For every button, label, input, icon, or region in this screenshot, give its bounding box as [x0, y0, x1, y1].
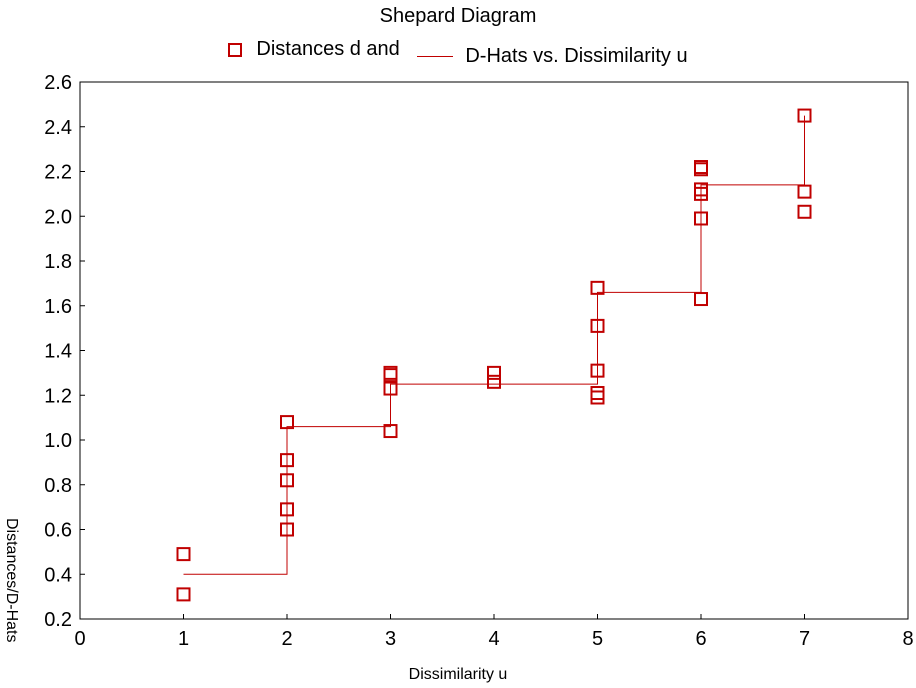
y-tick-label: 1.0 [44, 430, 72, 452]
distance-point [383, 381, 398, 396]
x-tick-label: 6 [695, 628, 706, 650]
y-tick-label: 1.2 [44, 385, 72, 407]
x-tick-label: 3 [385, 628, 396, 650]
y-tick-label: 2.6 [44, 72, 72, 94]
distance-point [694, 211, 708, 226]
x-tick-label: 5 [592, 628, 603, 650]
distance-point [487, 374, 501, 389]
dhats-step-line [183, 115, 805, 575]
legend-label-distances: Distances d and [256, 38, 400, 60]
x-tick-label: 2 [281, 628, 292, 650]
x-tick-label: 4 [488, 628, 499, 650]
legend-line-marker-icon [417, 55, 454, 57]
distance-point [487, 365, 501, 380]
legend-square-marker-icon [228, 42, 243, 57]
y-axis-label: Distances/D-Hats [3, 518, 20, 643]
legend-label-dhats: D-Hats vs. Dissimilarity u [465, 44, 688, 67]
x-tick-label: 0 [74, 628, 85, 650]
distance-point [590, 318, 605, 333]
distance-point [280, 522, 294, 537]
chart-title: Shepard Diagram [379, 5, 537, 27]
legend-item-dhats: D-Hats vs. Dissimilarity u [417, 44, 688, 68]
distance-point [383, 368, 398, 383]
y-tick-label: 1.6 [44, 296, 72, 318]
x-tick-label: 1 [178, 628, 189, 650]
y-tick-label: 2.2 [44, 162, 72, 184]
x-axis-label: Dissimilarity u [408, 666, 508, 683]
distance-point [280, 473, 294, 488]
distance-point [590, 280, 605, 295]
distance-point [797, 184, 812, 199]
legend-item-distances: Distances d and [228, 38, 400, 61]
distance-point [590, 386, 605, 401]
y-tick-label: 2.4 [44, 117, 72, 139]
distance-point [694, 186, 708, 201]
plot-frame [79, 81, 909, 620]
distance-point [590, 390, 605, 405]
distance-point [383, 424, 398, 439]
distance-point [694, 162, 708, 177]
distance-point [590, 363, 605, 378]
legend: Distances d and D-Hats vs. Dissimilarity… [0, 38, 916, 68]
x-tick-label: 8 [902, 628, 913, 650]
y-tick-label: 0.6 [44, 520, 72, 542]
y-tick-label: 2.0 [44, 206, 72, 228]
distance-point [176, 547, 191, 562]
distance-point [280, 453, 294, 468]
y-tick-label: 0.4 [44, 564, 72, 586]
x-tick-label: 7 [799, 628, 810, 650]
y-tick-label: 0.2 [44, 609, 72, 631]
distance-point [694, 292, 708, 307]
distance-point [176, 587, 191, 602]
y-tick-label: 0.8 [44, 475, 72, 497]
y-tick-label: 1.4 [44, 341, 72, 363]
distance-point [797, 108, 812, 123]
distance-point [280, 502, 294, 517]
distance-point [797, 204, 812, 219]
distance-point [280, 415, 294, 430]
y-tick-label: 1.8 [44, 251, 72, 273]
